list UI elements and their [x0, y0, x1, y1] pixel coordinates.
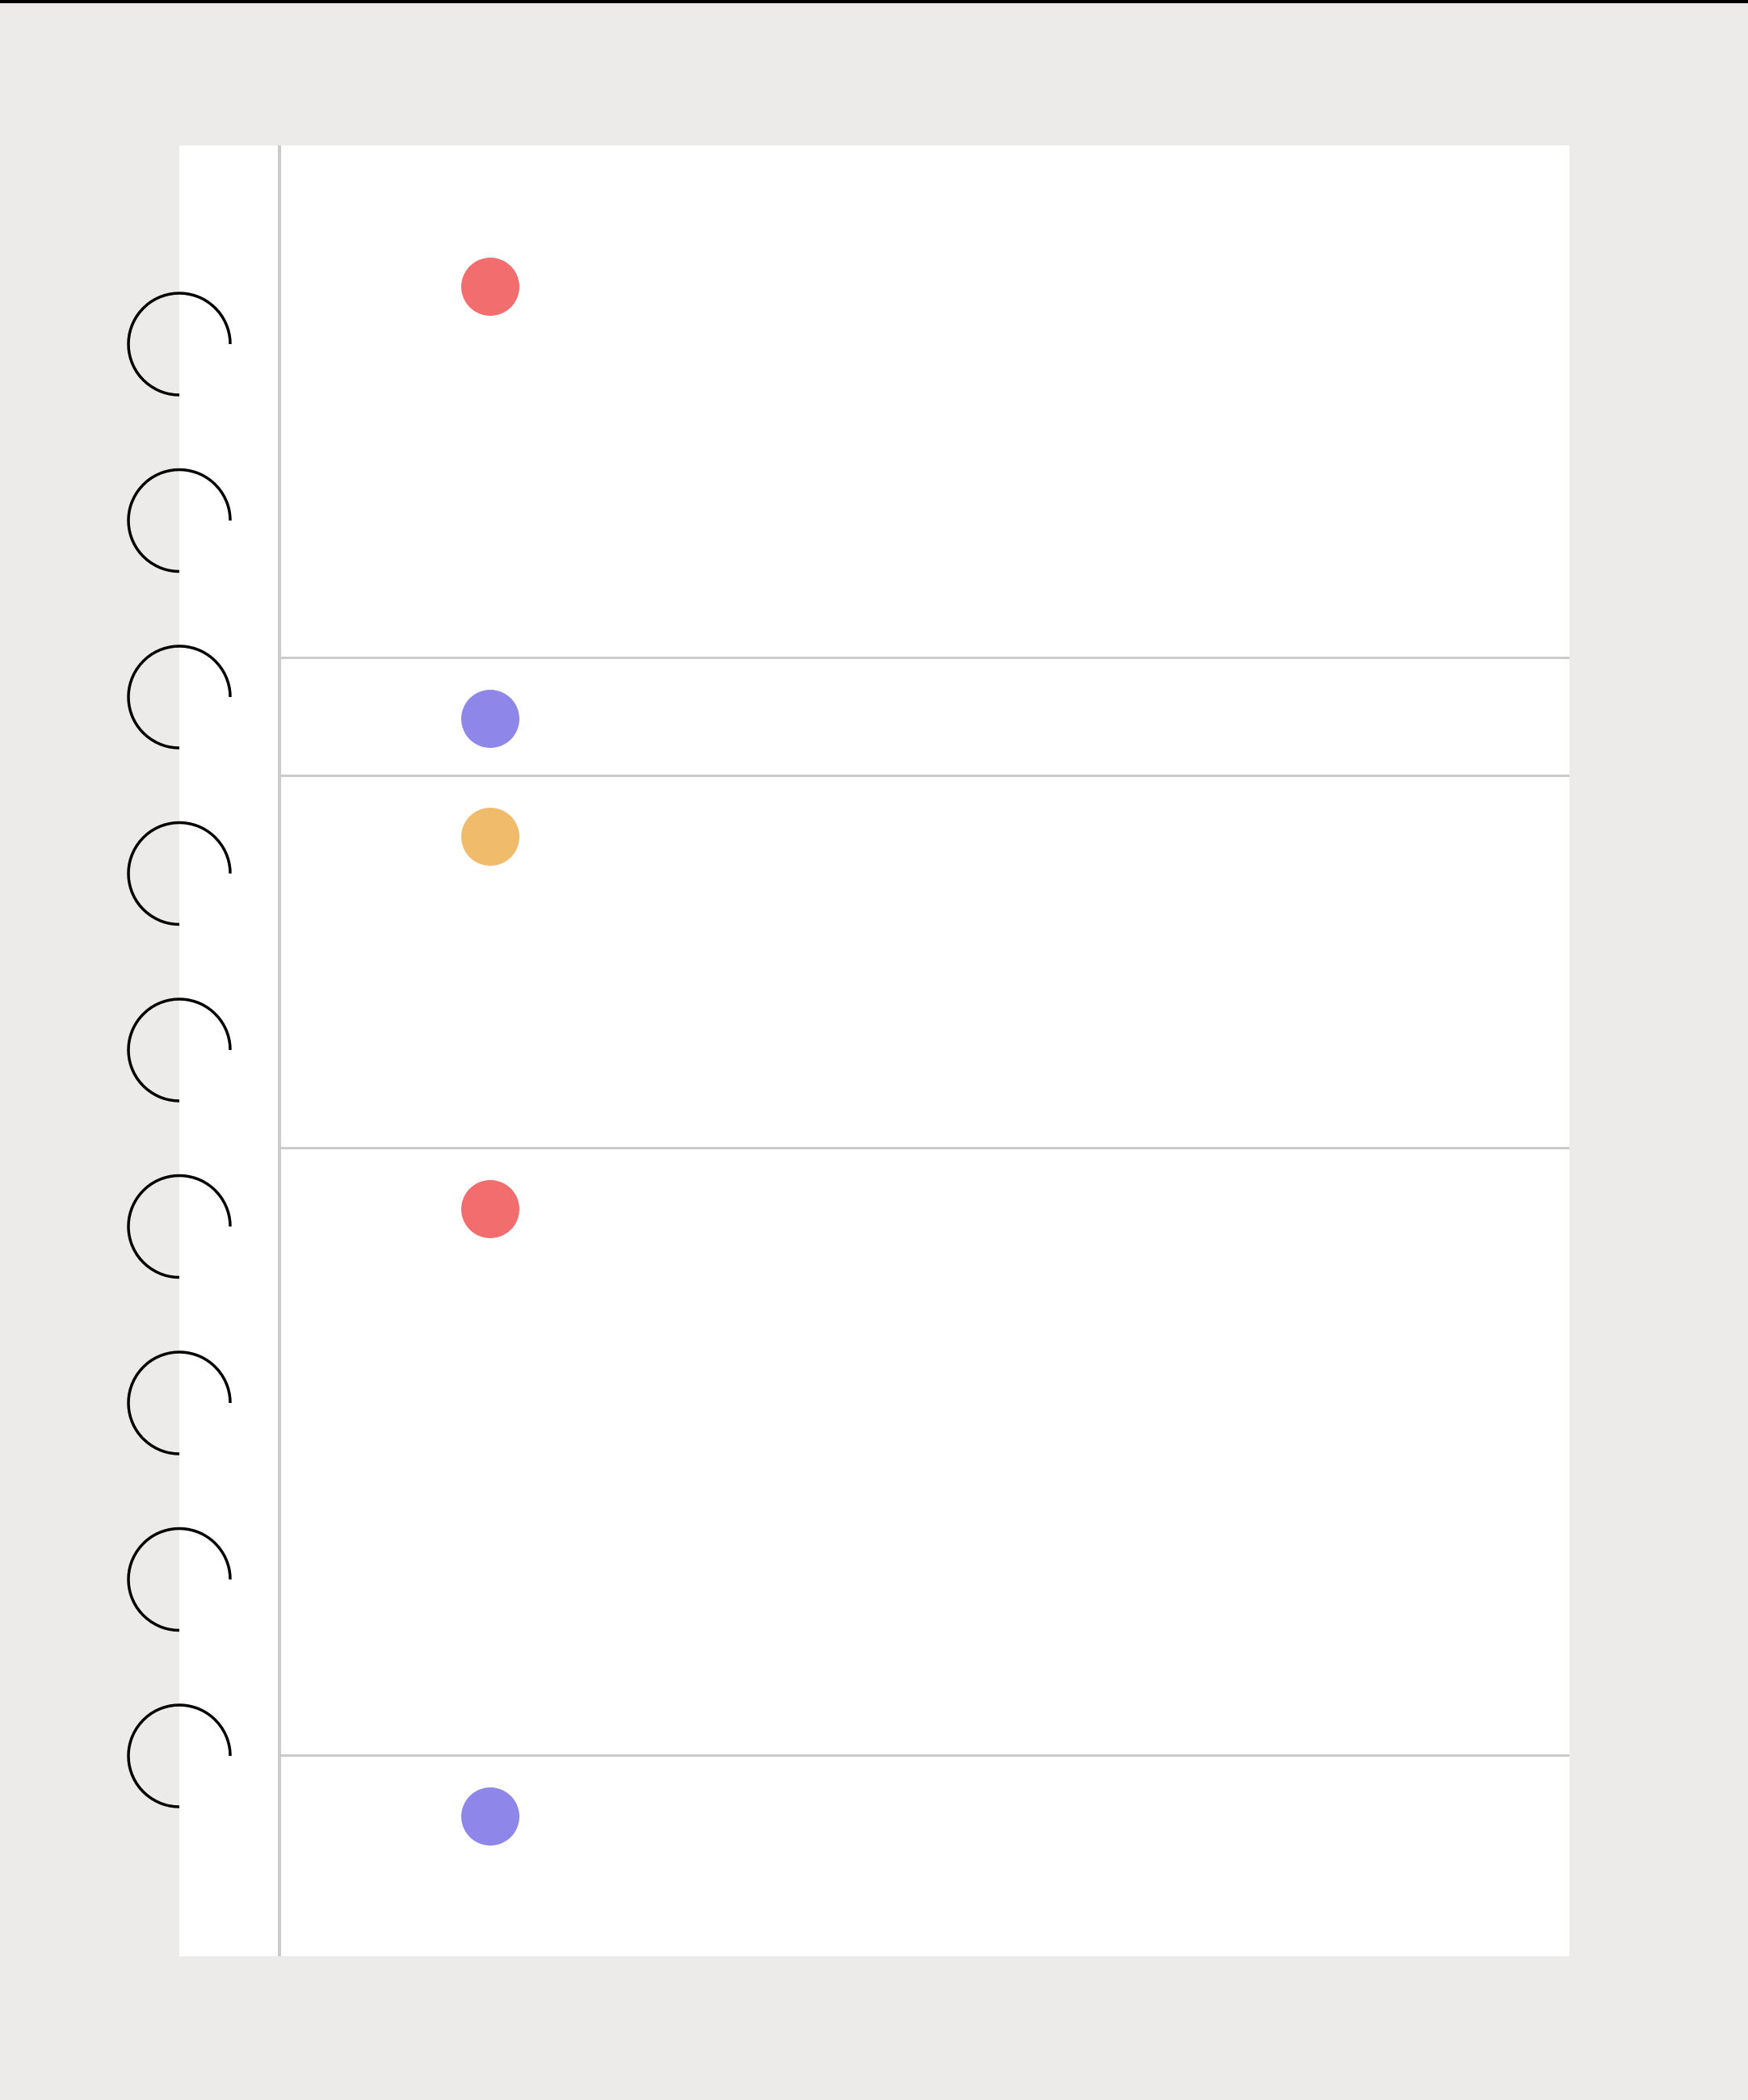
binder-ring: [127, 1350, 232, 1455]
top-border-line: [0, 0, 1748, 3]
entry-section: [281, 145, 1569, 658]
binder-ring: [127, 1703, 232, 1808]
binder-ring: [127, 1527, 232, 1632]
entry-section: [281, 1147, 1569, 1756]
entry-section: [281, 1754, 1569, 1956]
entry-marker-dot: [461, 690, 519, 748]
entry-marker-dot: [461, 258, 519, 316]
binder-ring: [127, 821, 232, 926]
binder-ring: [127, 468, 232, 573]
binder-ring: [127, 998, 232, 1102]
binder-ring: [127, 645, 232, 750]
entry-marker-dot: [461, 808, 519, 866]
notebook-page: [179, 145, 1569, 1956]
entry-section: [281, 775, 1569, 1149]
binder-ring: [127, 1174, 232, 1279]
entry-section: [281, 657, 1569, 776]
margin-line: [278, 145, 281, 1956]
binder-ring: [127, 292, 232, 397]
entry-marker-dot: [461, 1180, 519, 1238]
entry-marker-dot: [461, 1787, 519, 1846]
